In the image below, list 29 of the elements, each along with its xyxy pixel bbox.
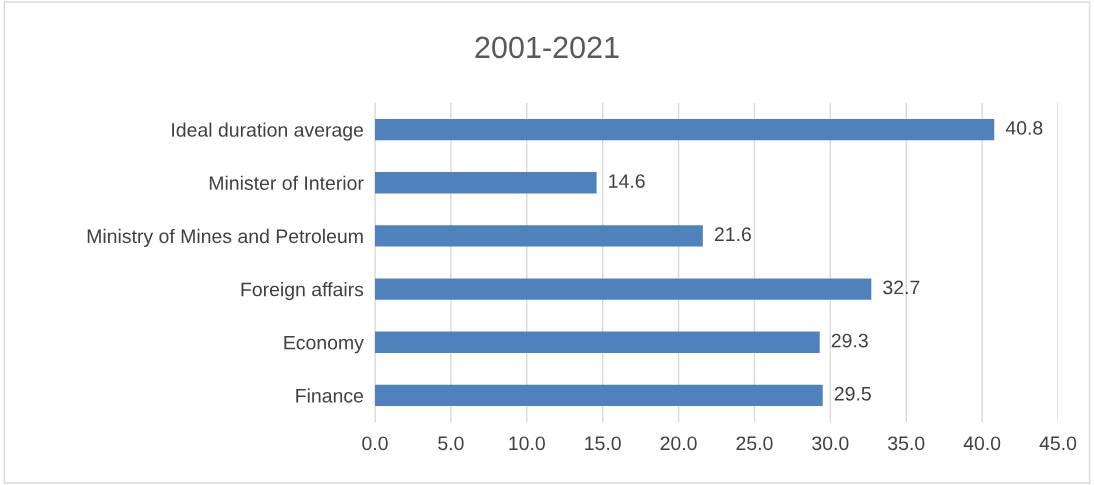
chart-title: 2001-2021 [475,36,619,59]
data-label: 29.3 [831,333,868,348]
x-tick-label: 10.0 [509,436,545,451]
data-label: 32.7 [883,280,920,295]
bar [375,331,820,353]
bar [375,172,597,194]
y-tick-label: Minister of Interior [209,175,364,190]
x-tick-label: 45.0 [1039,436,1077,451]
data-label: 29.5 [834,386,871,401]
y-tick-label: Economy [284,335,364,354]
x-tick-label: 20.0 [660,436,697,451]
x-tick-label: 35.0 [888,436,925,451]
data-label: 14.6 [609,174,645,188]
data-label: 40.8 [1005,121,1043,135]
data-label: 21.6 [714,227,751,242]
y-tick-label: Finance [296,388,364,403]
x-tick-label: 0.0 [362,436,388,451]
bar [375,225,703,247]
bar [375,118,995,141]
x-tick-label: 25.0 [736,436,773,451]
y-tick-label: Ministry of Mines and Petroleum [87,228,363,247]
y-tick-label: Foreign affairs [241,282,364,301]
bar [375,278,872,300]
x-tick-label: 5.0 [438,436,464,451]
bar [375,384,823,407]
x-tick-label: 15.0 [585,436,621,451]
x-tick-label: 30.0 [812,436,849,451]
x-tick-label: 40.0 [963,436,1001,451]
y-tick-label: Ideal duration average [172,122,364,141]
